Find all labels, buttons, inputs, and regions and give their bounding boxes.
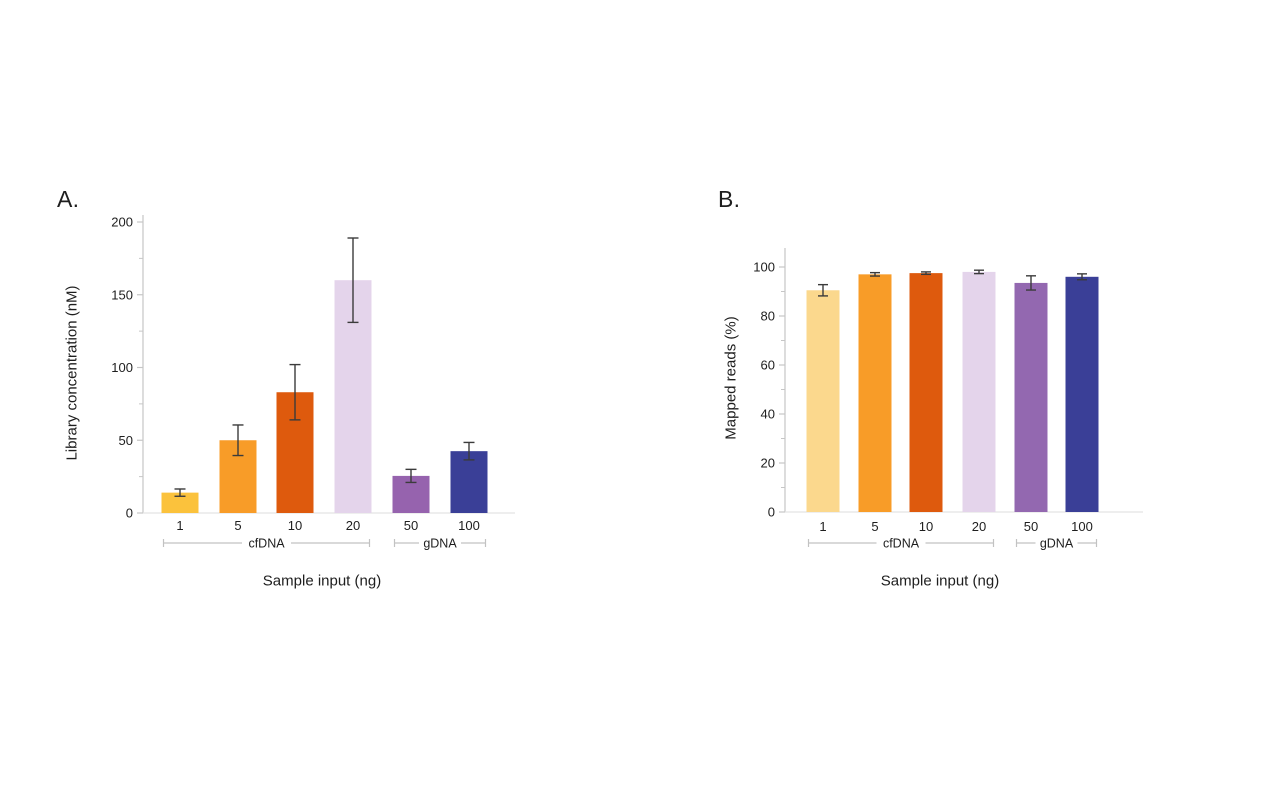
x-category-label: 1 — [176, 518, 183, 533]
y-tick-label: 100 — [753, 260, 775, 275]
x-category-label: 50 — [404, 518, 418, 533]
x-category-label: 100 — [458, 518, 480, 533]
panel-a-y-axis-title: Library concentration (nM) — [63, 285, 81, 461]
panel-a-label: A. — [57, 186, 80, 212]
y-tick-label: 0 — [126, 506, 133, 521]
y-tick-label: 60 — [761, 358, 775, 373]
group-label-gDNA: gDNA — [1040, 537, 1074, 551]
y-tick-label: 150 — [111, 287, 133, 302]
x-category-label: 10 — [919, 519, 933, 534]
group-label-cfDNA: cfDNA — [248, 537, 285, 551]
panel-b-plot: 0 20 40 60 80 100 1 5 10 20 50 100 cfDNA gDNA — [753, 248, 1143, 551]
bar-1 — [161, 492, 199, 513]
bar-1 — [806, 290, 840, 512]
y-tick-label: 0 — [768, 505, 775, 520]
panel-a-plot: 0 50 100 150 200 1 5 10 20 50 100 cfDNA gDNA — [111, 215, 515, 551]
panel-b-x-axis-title: Sample input (ng) — [880, 572, 1000, 590]
y-tick-label: 200 — [111, 215, 133, 230]
y-tick-label: 80 — [761, 309, 775, 324]
y-tick-label: 20 — [761, 456, 775, 471]
x-category-label: 20 — [346, 518, 360, 533]
x-category-label: 5 — [234, 518, 241, 533]
panel-a-x-axis-title: Sample input (ng) — [262, 572, 382, 590]
y-tick-label: 100 — [111, 360, 133, 375]
y-tick-label: 40 — [761, 407, 775, 422]
bar-100 — [1065, 276, 1099, 512]
y-tick-label: 50 — [119, 433, 133, 448]
group-label-gDNA: gDNA — [423, 537, 457, 551]
bar-20 — [962, 271, 996, 512]
x-category-label: 50 — [1024, 519, 1038, 534]
x-category-label: 5 — [871, 519, 878, 534]
x-category-label: 100 — [1071, 519, 1093, 534]
group-label-cfDNA: cfDNA — [883, 537, 920, 551]
x-category-label: 20 — [972, 519, 986, 534]
bar-10 — [909, 273, 943, 512]
bar-50 — [1014, 282, 1048, 512]
x-category-label: 10 — [288, 518, 302, 533]
panel-b-y-axis-title: Mapped reads (%) — [722, 316, 740, 440]
panel-b-label: B. — [718, 186, 741, 212]
bar-5 — [858, 274, 892, 512]
x-category-label: 1 — [819, 519, 826, 534]
bar-100 — [450, 451, 488, 513]
